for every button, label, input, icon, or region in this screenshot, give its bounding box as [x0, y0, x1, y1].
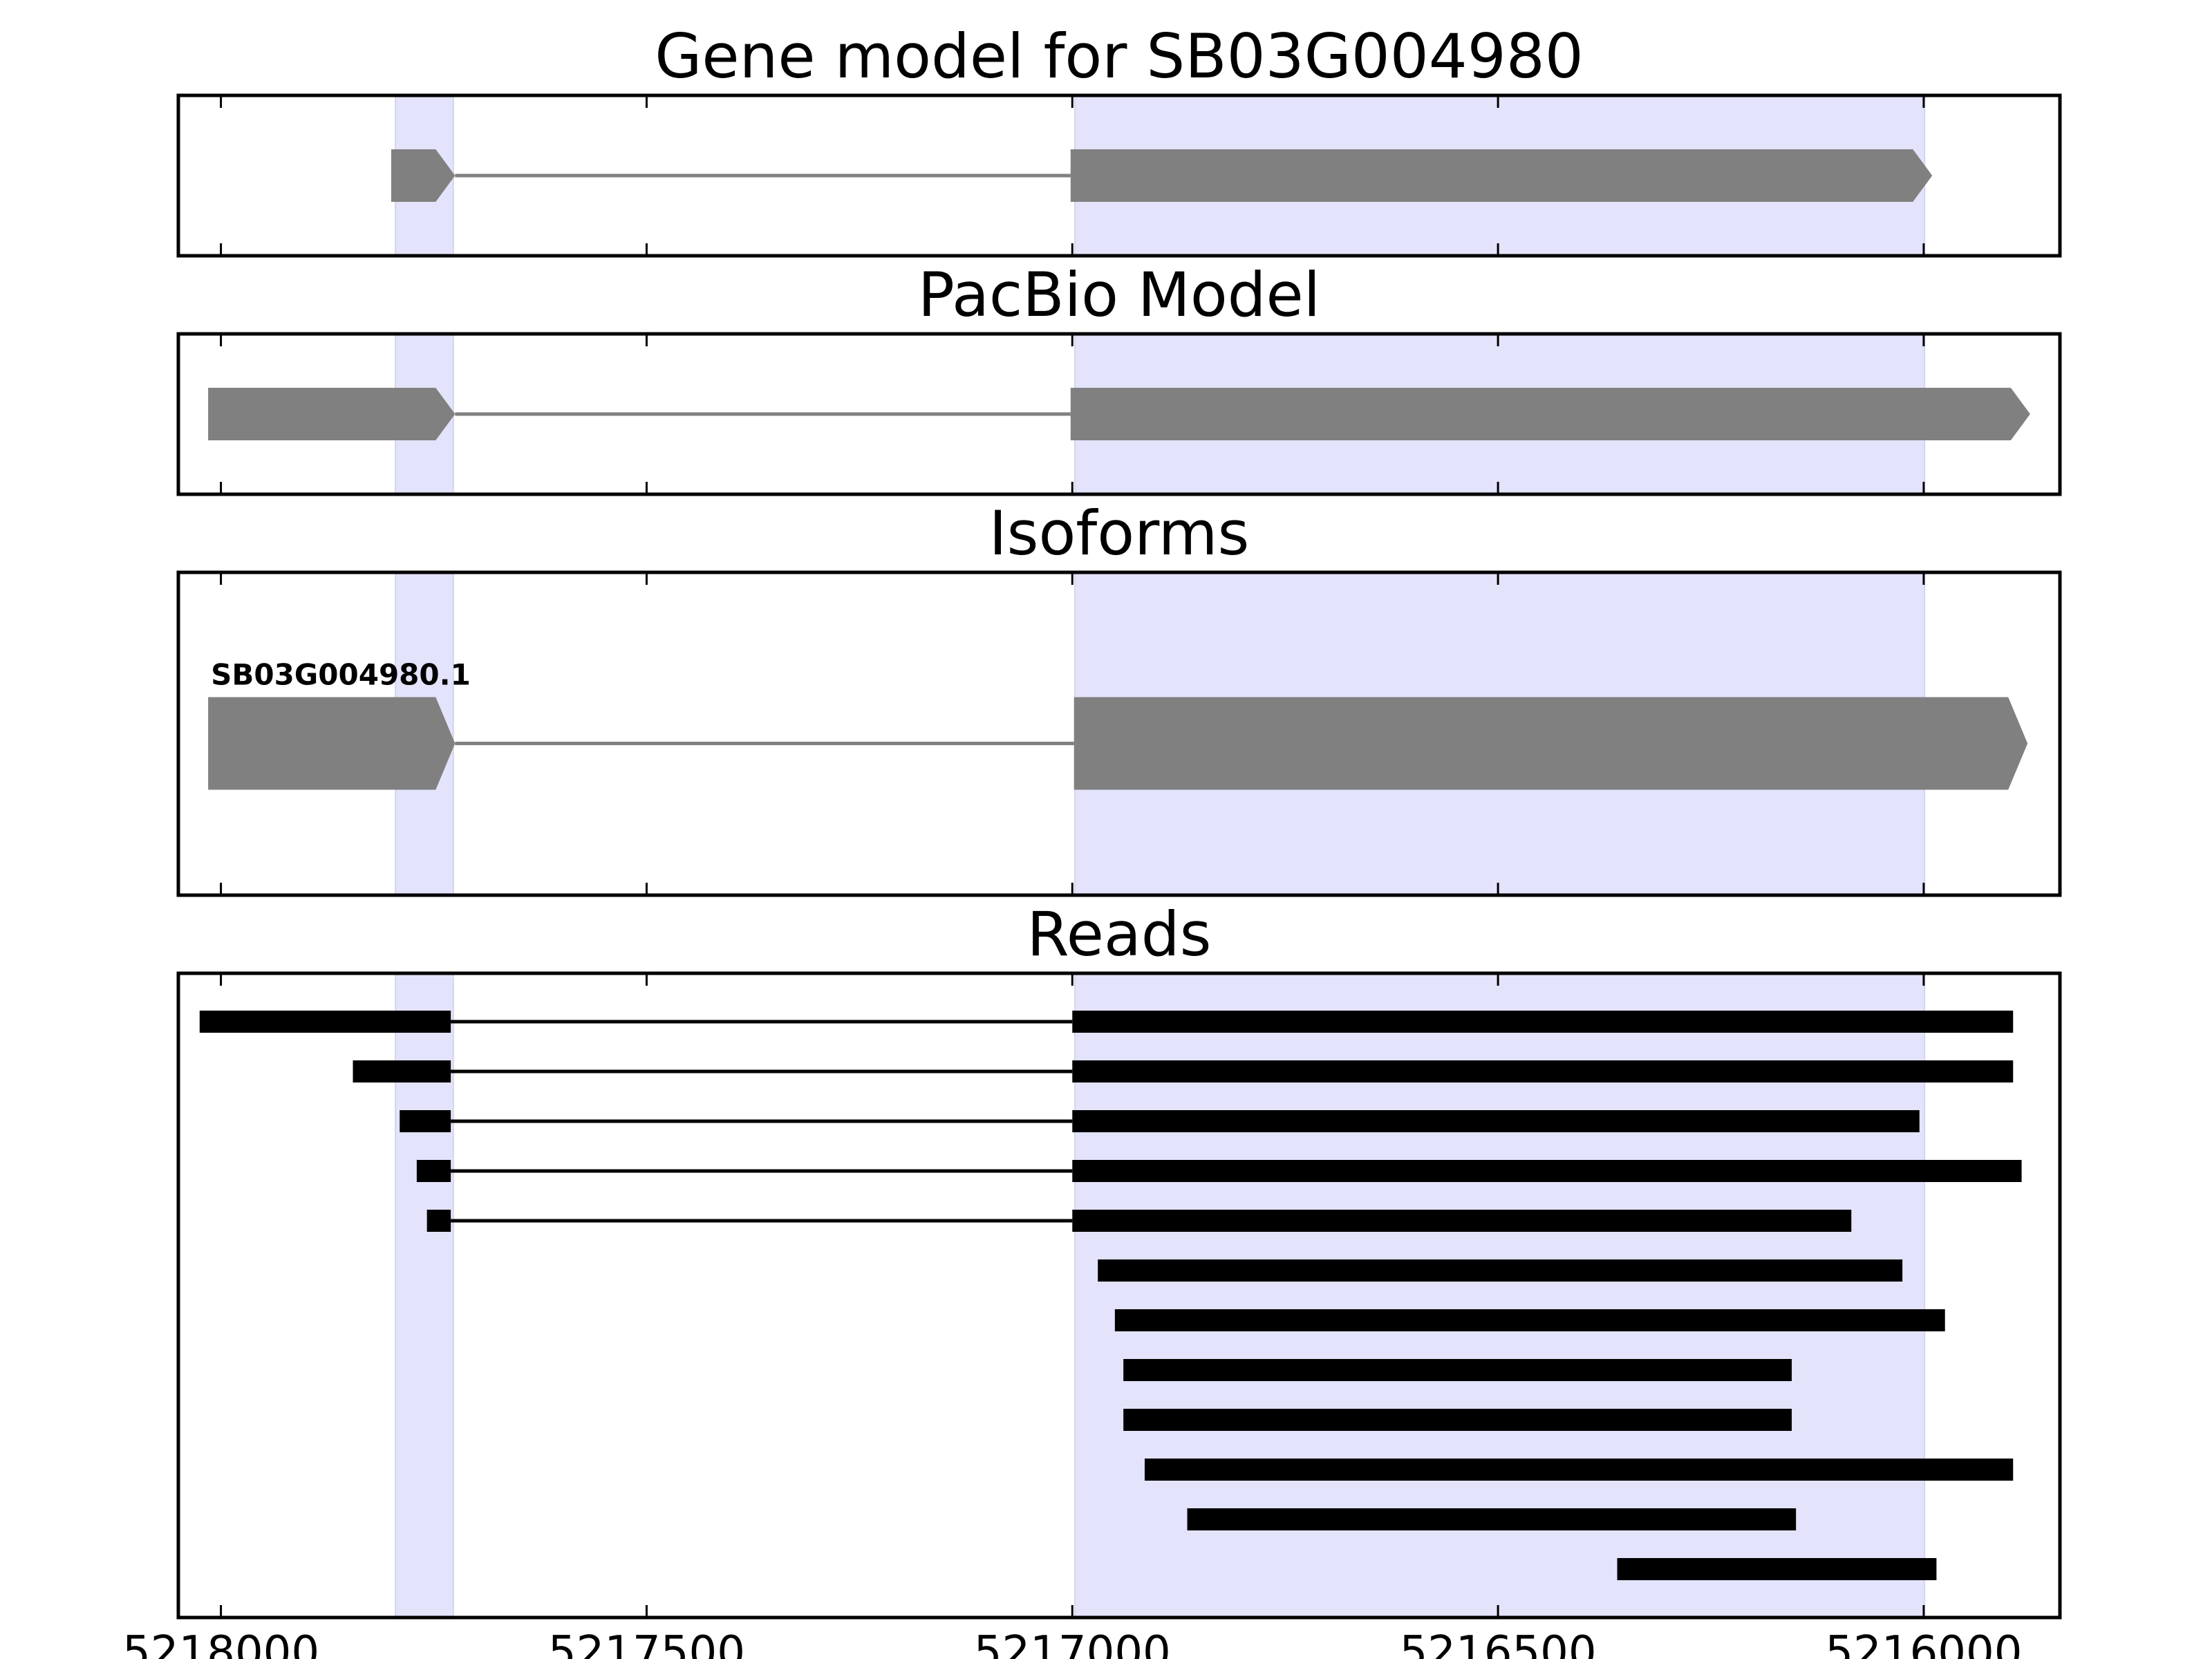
panel-0: Gene model for SB03G004980 — [176, 21, 2062, 258]
read-block — [416, 1160, 451, 1182]
read-block — [1187, 1508, 1797, 1530]
read-block — [1072, 1160, 2022, 1182]
panel-frame — [176, 971, 2062, 1620]
read-block — [400, 1110, 451, 1132]
read-block — [1072, 1210, 1852, 1232]
panel-title: PacBio Model — [918, 259, 1320, 330]
exon-block — [391, 149, 456, 202]
read-block — [1072, 1060, 2014, 1082]
x-tick-label: 5218000 — [122, 1627, 319, 1659]
read-block — [1617, 1558, 1937, 1580]
read-block — [1144, 1459, 2014, 1481]
x-tick-label: 5216500 — [1400, 1627, 1597, 1659]
exon-block — [1070, 149, 1933, 202]
panel-3: Reads — [176, 899, 2062, 1620]
read-block — [1123, 1359, 1792, 1381]
panel-title: Reads — [1027, 899, 1212, 970]
panel-frame — [176, 332, 2062, 496]
x-tick-label: 5217500 — [548, 1627, 745, 1659]
read-block — [427, 1210, 451, 1232]
panel-frame — [176, 570, 2062, 897]
x-tick-label: 5217000 — [974, 1627, 1171, 1659]
read-block — [1098, 1259, 1903, 1282]
isoform-label: SB03G004980.1 — [211, 658, 471, 692]
exon-block — [208, 697, 456, 790]
x-tick-label: 5216000 — [1825, 1627, 2022, 1659]
panel-title: Gene model for SB03G004980 — [655, 21, 1584, 92]
exon-block — [1074, 697, 2028, 790]
read-block — [1072, 1110, 1920, 1132]
read-block — [1114, 1309, 1945, 1331]
exon-block — [1070, 388, 2030, 440]
read-block — [199, 1011, 451, 1033]
panel-2: SB03G004980.1 Isoforms — [176, 498, 2062, 897]
panel-1: PacBio Model — [176, 259, 2062, 496]
read-block — [1123, 1409, 1792, 1431]
exon-block — [208, 388, 456, 440]
read-block — [353, 1060, 451, 1082]
read-block — [1072, 1011, 2014, 1033]
panel-title: Isoforms — [989, 498, 1250, 569]
panel-frame — [176, 93, 2062, 258]
